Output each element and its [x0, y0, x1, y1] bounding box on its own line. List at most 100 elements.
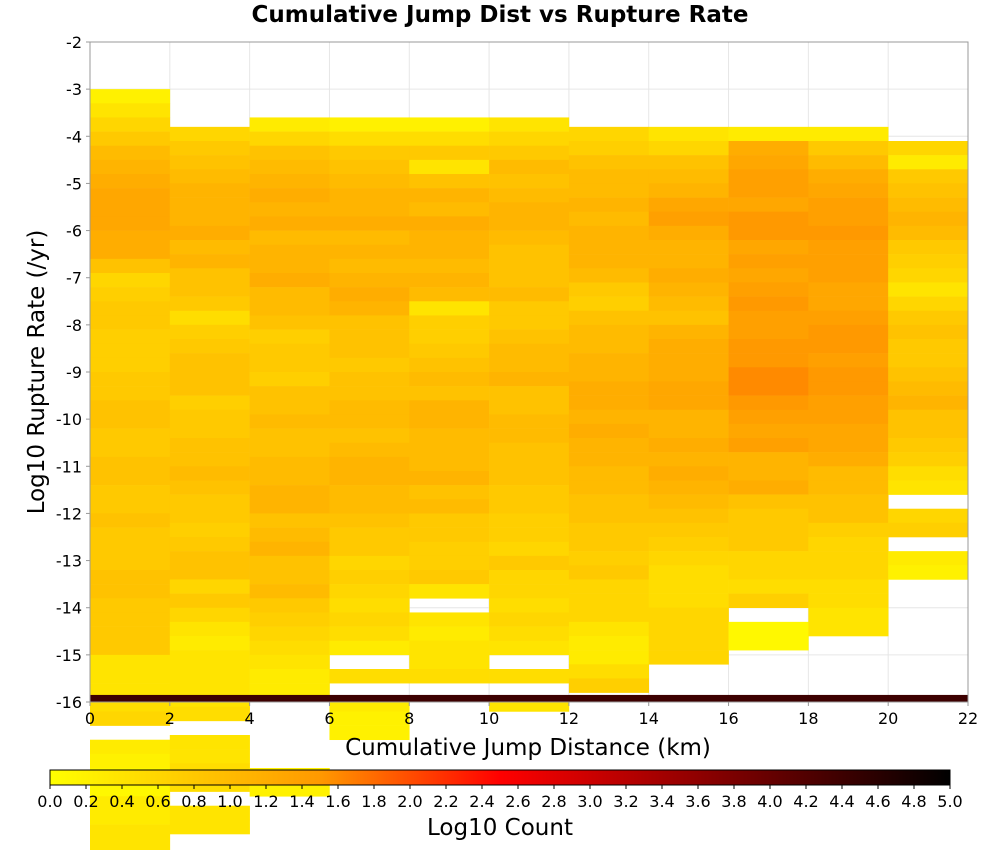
- heatmap-cell: [169, 268, 250, 283]
- heatmap-cell: [808, 551, 889, 566]
- heatmap-cell: [489, 202, 570, 217]
- heatmap-cell: [409, 329, 490, 345]
- heatmap-cell: [329, 343, 410, 359]
- heatmap-cell: [648, 494, 729, 510]
- heatmap-cell: [169, 805, 250, 821]
- colorbar-tick-label: 3.0: [577, 792, 602, 811]
- heatmap-cell: [409, 273, 490, 288]
- heatmap-cell: [249, 145, 330, 161]
- heatmap-cell: [329, 386, 410, 401]
- x-tick-label: 8: [404, 709, 414, 728]
- heatmap-cell: [888, 565, 969, 580]
- heatmap-cell: [568, 494, 650, 510]
- heatmap-cell: [808, 494, 889, 510]
- heatmap-cell: [329, 725, 410, 741]
- heatmap-cell: [648, 381, 729, 396]
- heatmap-cell: [169, 452, 250, 467]
- heatmap-cell: [409, 159, 490, 175]
- heatmap-cell: [728, 339, 809, 354]
- heatmap-cell: [808, 508, 889, 524]
- heatmap-cell: [489, 485, 570, 500]
- heatmap-cell: [888, 183, 969, 198]
- heatmap-cell: [489, 527, 570, 543]
- heatmap-cell: [329, 315, 410, 330]
- heatmap-cell: [728, 169, 809, 184]
- heatmap-cell: [90, 357, 171, 373]
- heatmap-cells: [90, 89, 969, 850]
- heatmap-cell: [409, 216, 490, 231]
- heatmap-cell: [409, 258, 490, 274]
- heatmap-cell: [90, 555, 171, 571]
- heatmap-cell: [648, 452, 729, 467]
- heatmap-cell: [728, 197, 809, 213]
- heatmap-cell: [808, 367, 889, 382]
- heatmap-cell: [409, 654, 490, 670]
- colorbar-tick-label: 4.2: [793, 792, 818, 811]
- colorbar-label: Log10 Count: [427, 815, 573, 841]
- heatmap-cell: [169, 706, 250, 722]
- heatmap-cell: [409, 244, 490, 260]
- heatmap-cell: [489, 612, 570, 627]
- heatmap-cell: [249, 555, 330, 571]
- heatmap-cell: [249, 669, 330, 684]
- heatmap-cell: [648, 438, 729, 453]
- heatmap-cell: [409, 343, 490, 359]
- heatmap-cell: [808, 339, 889, 354]
- heatmap-cell: [249, 442, 330, 458]
- heatmap-cell: [329, 273, 410, 288]
- colorbar-tick-label: 4.8: [901, 792, 926, 811]
- heatmap-cell: [728, 381, 809, 396]
- heatmap-cell: [409, 301, 490, 316]
- x-tick-label: 14: [639, 709, 659, 728]
- heatmap-cell: [249, 357, 330, 373]
- heatmap-cell: [489, 541, 570, 557]
- heatmap-cell: [568, 678, 650, 693]
- heatmap-cell: [90, 329, 171, 345]
- heatmap-cell: [249, 527, 330, 543]
- heatmap-cell: [169, 324, 250, 340]
- heatmap-cell: [808, 310, 889, 326]
- heatmap-cell: [90, 612, 171, 627]
- heatmap-cell: [90, 711, 171, 726]
- heatmap-cell: [648, 551, 729, 566]
- heatmap-cell: [808, 268, 889, 283]
- heatmap-cell: [249, 216, 330, 231]
- heatmap-cell: [648, 579, 729, 594]
- heatmap-cell: [90, 810, 171, 825]
- heatmap-cell: [888, 409, 969, 425]
- heatmap-cell: [808, 607, 889, 623]
- heatmap-cell: [169, 480, 250, 495]
- heatmap-cell: [249, 485, 330, 500]
- heatmap-cell: [808, 522, 889, 538]
- heatmap-cell: [329, 329, 410, 345]
- heatmap-cell: [169, 579, 250, 594]
- heatmap-cell: [489, 584, 570, 599]
- heatmap-cell: [409, 669, 490, 684]
- heatmap-cell: [489, 442, 570, 458]
- heatmap-cell: [90, 301, 171, 316]
- heatmap-cell: [90, 838, 171, 850]
- y-tick-label: -10: [56, 410, 82, 429]
- heatmap-cell: [728, 324, 809, 340]
- heatmap-cell: [489, 555, 570, 571]
- heatmap-cell: [329, 117, 410, 132]
- colorbar: [49, 769, 951, 786]
- heatmap-cell: [90, 598, 171, 613]
- heatmap-cell: [409, 612, 490, 627]
- heatmap-cell: [249, 287, 330, 302]
- colorbar-tick-label: 4.4: [829, 792, 854, 811]
- heatmap-cell: [329, 159, 410, 175]
- heatmap-cell: [648, 126, 729, 142]
- heatmap-cell: [169, 551, 250, 566]
- heatmap-cell: [489, 471, 570, 486]
- heatmap-cell: [648, 650, 729, 665]
- x-tick-label: 10: [479, 709, 499, 728]
- heatmap-cell: [888, 155, 969, 170]
- heatmap-cell: [489, 598, 570, 613]
- heatmap-cell: [409, 357, 490, 373]
- heatmap-cell: [90, 541, 171, 557]
- heatmap-cell: [249, 372, 330, 387]
- heatmap-cell: [329, 471, 410, 486]
- heatmap-cell: [648, 565, 729, 580]
- heatmap-cell: [648, 240, 729, 255]
